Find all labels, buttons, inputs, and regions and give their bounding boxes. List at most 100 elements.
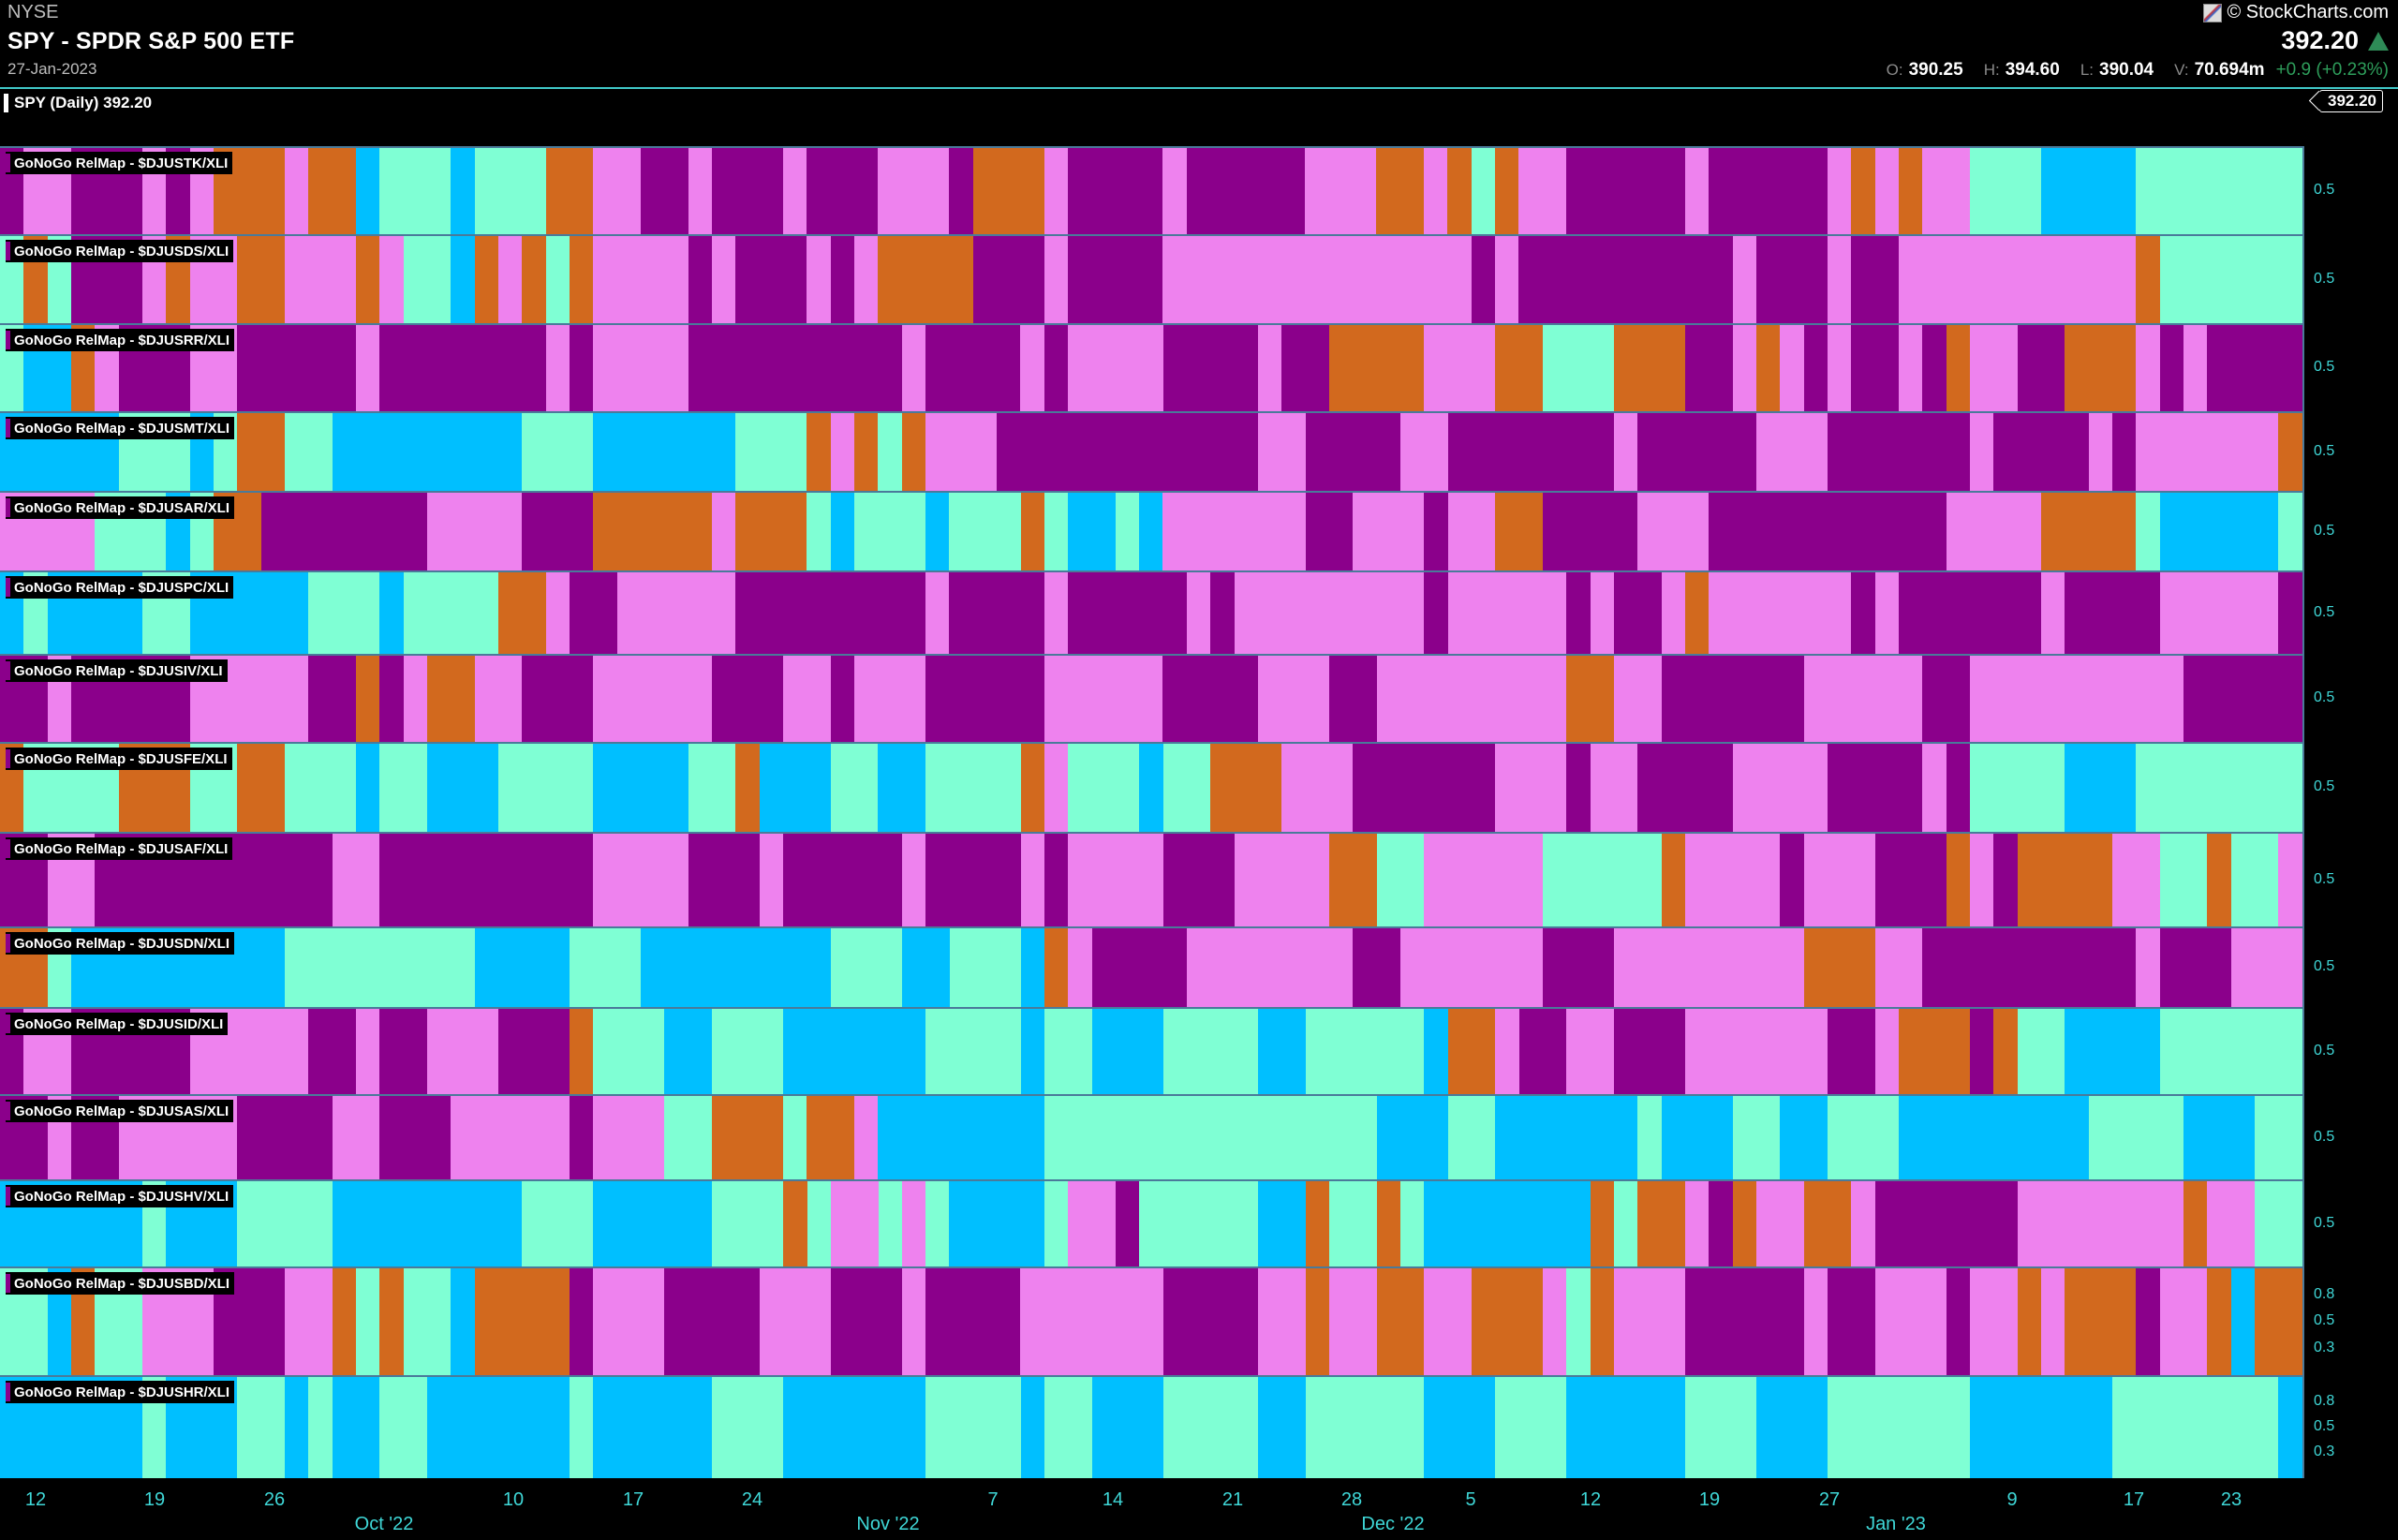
relmap-cell	[1257, 325, 1282, 411]
relmap-cell	[1851, 148, 1875, 234]
relmap-cell	[2065, 325, 2137, 411]
relmap-cell	[237, 413, 286, 491]
relmap-cell	[332, 413, 523, 491]
relmap-cell	[1566, 1268, 1591, 1375]
relmap-cell	[830, 928, 902, 1007]
relmap-cell	[1044, 834, 1069, 926]
y-axis-10: 0.5	[2314, 928, 2389, 1007]
relmap-cell	[403, 572, 499, 654]
relmap-cell	[237, 325, 357, 411]
relmap-cell	[641, 148, 688, 234]
relmap-cell	[2278, 1377, 2302, 1478]
relmap-cell	[2065, 1009, 2160, 1094]
relmap-cell	[1542, 1268, 1567, 1375]
relmap-cell	[285, 148, 309, 234]
relmap-cell	[641, 928, 831, 1007]
relmap-cell	[1566, 1377, 1685, 1478]
relmap-cell	[1874, 1268, 1947, 1375]
relmap-cell	[285, 1377, 309, 1478]
relmap-cell	[1803, 928, 1875, 1007]
relmap-cell	[1613, 1009, 1685, 1094]
relmap-cell	[1827, 744, 1923, 832]
relmap-cell	[949, 148, 973, 234]
relmap-cell	[379, 1009, 428, 1094]
relmap-cell	[356, 656, 380, 742]
relmap-cell	[2065, 572, 2160, 654]
y-tick-label: 0.5	[2314, 1312, 2335, 1328]
relmap-cell	[1328, 1181, 1377, 1266]
exchange-label: NYSE	[7, 2, 59, 22]
relmap-cell	[1661, 1096, 1733, 1179]
relmap-cell	[2136, 236, 2160, 323]
relmap-cell	[2136, 148, 2160, 234]
relmap-cell	[570, 928, 642, 1007]
relmap-cell	[2278, 928, 2302, 1007]
relmap-cell	[1709, 148, 1828, 234]
copyright[interactable]: © StockCharts.com	[2203, 2, 2389, 23]
relmap-cell	[545, 148, 594, 234]
relmap-cell	[545, 572, 570, 654]
relmap-cell	[332, 834, 380, 926]
relmap-cell	[1068, 572, 1187, 654]
relmap-cell	[854, 413, 879, 491]
relmap-cell	[688, 325, 902, 411]
series-swatch-icon	[6, 419, 10, 437]
relmap-cell	[356, 236, 380, 323]
relmap-cell	[1091, 1377, 1163, 1478]
relmap-cell	[1495, 325, 1543, 411]
relmap-cell	[972, 236, 1044, 323]
relmap-cell	[1210, 744, 1282, 832]
relmap-cell	[1566, 656, 1614, 742]
up-triangle-icon	[2368, 31, 2389, 51]
relmap-cell	[2230, 928, 2279, 1007]
x-tick-label: 7	[987, 1489, 999, 1510]
relmap-cell	[807, 1181, 831, 1266]
relmap-cell	[830, 413, 855, 491]
relmap-cell	[901, 413, 926, 491]
relmap-cell	[1780, 325, 1804, 411]
relmap-cell	[1780, 834, 1804, 926]
relmap-cell	[522, 493, 594, 570]
y-axis-9: 0.5	[2314, 834, 2389, 926]
relmap-cell	[570, 1268, 594, 1375]
relmap-row: GoNoGo RelMap - $DJUSHR/XLI	[0, 1377, 2302, 1478]
relmap-cell	[783, 1009, 926, 1094]
relmap-cell	[2136, 493, 2160, 570]
y-tick-label: 0.5	[2314, 1042, 2335, 1059]
relmap-cell	[451, 1096, 570, 1179]
relmap-cell	[1424, 325, 1496, 411]
relmap-cell	[2183, 1181, 2208, 1266]
relmap-cell	[783, 656, 831, 742]
relmap-cell	[593, 413, 736, 491]
y-tick-label: 0.8	[2314, 1393, 2335, 1409]
relmap-cell	[451, 148, 475, 234]
relmap-cell	[593, 834, 688, 926]
relmap-cell	[308, 1377, 333, 1478]
relmap-cell	[1661, 572, 1685, 654]
relmap-cell	[1732, 1096, 1781, 1179]
relmap-cell	[332, 1096, 380, 1179]
relmap-cell	[1755, 1181, 1804, 1266]
relmap-cell	[735, 744, 760, 832]
relmap-cell	[1970, 744, 2065, 832]
relmap-cell	[1970, 834, 1994, 926]
relmap-cell	[2207, 1268, 2231, 1375]
relmap-cell	[1376, 1096, 1448, 1179]
relmap-cell	[1020, 325, 1044, 411]
relmap-cell	[1471, 148, 1496, 234]
relmap-cell	[427, 493, 523, 570]
relmap-cell	[1186, 928, 1354, 1007]
relmap-cell	[854, 656, 926, 742]
relmap-cell	[260, 493, 428, 570]
relmap-cell	[1637, 493, 1710, 570]
relmap-row-title: GoNoGo RelMap - $DJUSBD/XLI	[14, 1275, 230, 1292]
relmap-cell	[2159, 928, 2231, 1007]
relmap-cell	[1898, 1009, 1970, 1094]
relmap-cell	[1637, 413, 1756, 491]
relmap-cell	[1447, 493, 1496, 570]
relmap-cell	[237, 1181, 333, 1266]
relmap-cell	[1970, 1377, 2113, 1478]
x-month-label: Dec '22	[1361, 1514, 1425, 1534]
relmap-cell	[356, 744, 380, 832]
relmap-cell	[901, 325, 926, 411]
